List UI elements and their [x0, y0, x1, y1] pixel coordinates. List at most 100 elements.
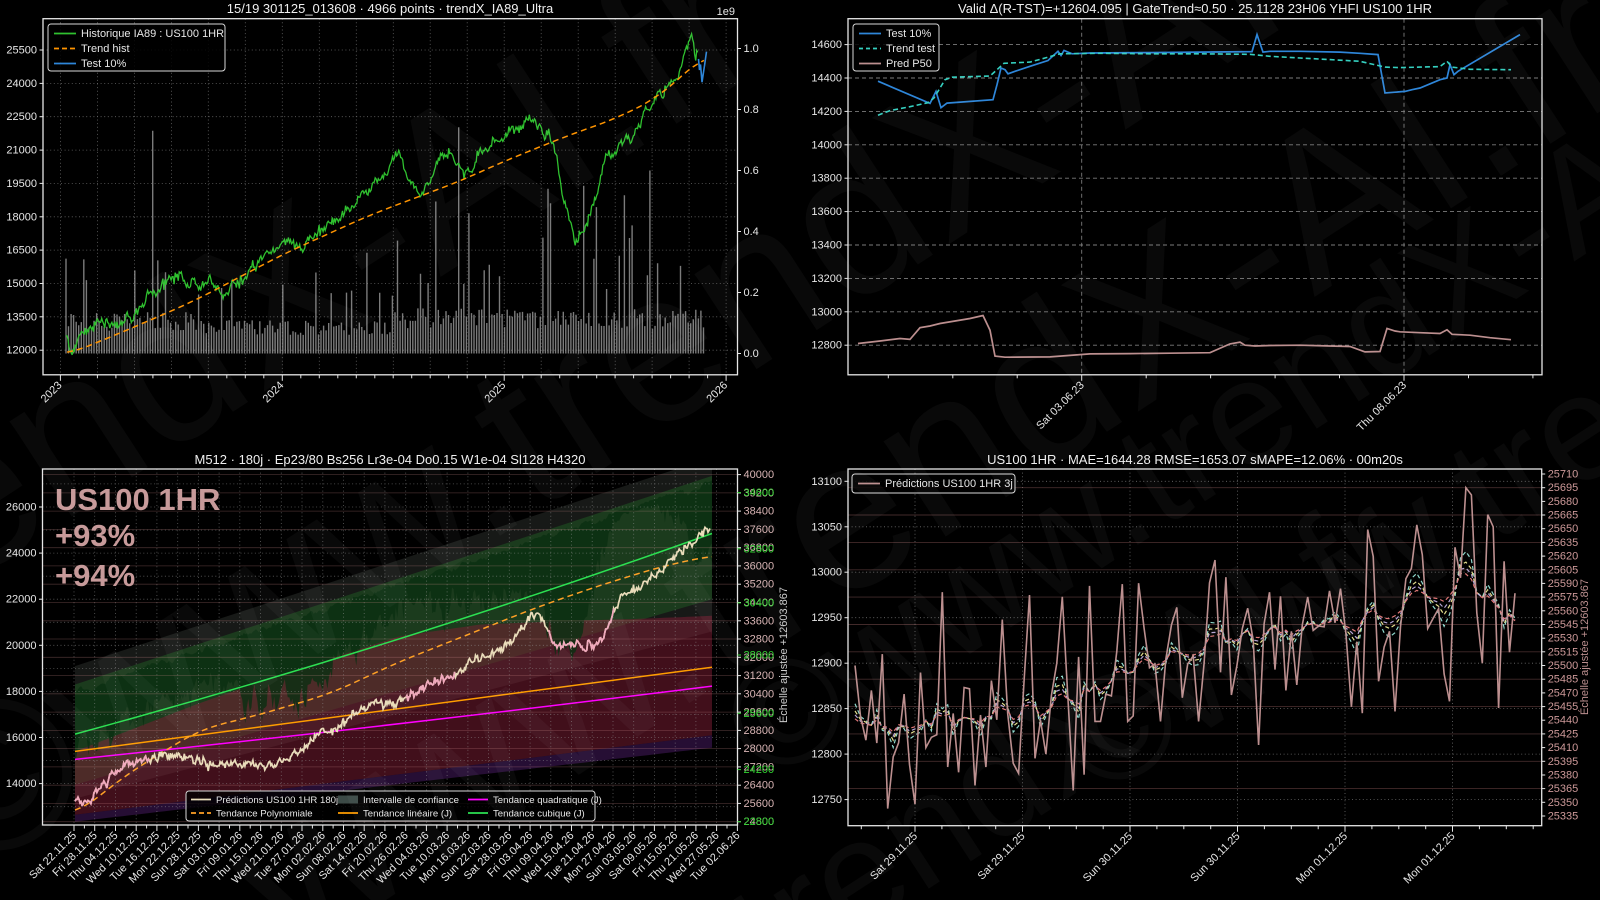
svg-text:32000: 32000: [744, 652, 775, 664]
svg-text:25530: 25530: [1548, 633, 1579, 645]
svg-text:27200: 27200: [744, 761, 775, 773]
svg-text:Tendance cubique (J): Tendance cubique (J): [493, 809, 585, 820]
svg-text:Valid Δ(R-TST)=+12604.095 | Ga: Valid Δ(R-TST)=+12604.095 | GateTrend≈0.…: [958, 1, 1432, 16]
svg-text:30400: 30400: [744, 597, 775, 609]
svg-text:26000: 26000: [6, 502, 37, 514]
svg-text:Tendance linéaire (J): Tendance linéaire (J): [363, 809, 452, 820]
svg-text:13200: 13200: [811, 273, 842, 285]
svg-text:25545: 25545: [1548, 619, 1579, 631]
svg-text:25560: 25560: [1548, 605, 1579, 617]
svg-text:Historique IA89 : US100 1HR: Historique IA89 : US100 1HR: [81, 28, 224, 40]
svg-text:Test 10%: Test 10%: [81, 58, 126, 70]
svg-text:0.4: 0.4: [744, 226, 759, 238]
svg-text:34400: 34400: [744, 597, 775, 609]
svg-text:12800: 12800: [811, 340, 842, 352]
svg-text:22500: 22500: [6, 111, 37, 123]
svg-text:25410: 25410: [1548, 742, 1579, 754]
svg-text:Prédictions US100 1HR 3j: Prédictions US100 1HR 3j: [885, 478, 1013, 490]
svg-text:Trend hist: Trend hist: [81, 43, 130, 55]
svg-text:25425: 25425: [1548, 728, 1579, 740]
svg-text:16000: 16000: [6, 732, 37, 744]
svg-text:Intervalle de confiance: Intervalle de confiance: [363, 795, 459, 806]
svg-text:25335: 25335: [1548, 811, 1579, 823]
svg-text:32800: 32800: [744, 543, 775, 555]
svg-text:14600: 14600: [811, 39, 842, 51]
svg-text:25365: 25365: [1548, 783, 1579, 795]
svg-text:25680: 25680: [1548, 496, 1579, 508]
svg-text:37600: 37600: [744, 524, 775, 536]
svg-text:25575: 25575: [1548, 592, 1579, 604]
svg-text:35200: 35200: [744, 579, 775, 591]
svg-text:25500: 25500: [1548, 660, 1579, 672]
svg-text:14000: 14000: [811, 139, 842, 151]
svg-text:25635: 25635: [1548, 537, 1579, 549]
svg-text:25380: 25380: [1548, 770, 1579, 782]
svg-text:13400: 13400: [811, 240, 842, 252]
svg-text:Trend test: Trend test: [886, 43, 935, 55]
svg-text:30400: 30400: [744, 688, 775, 700]
svg-text:12900: 12900: [811, 658, 842, 670]
svg-text:25695: 25695: [1548, 482, 1579, 494]
svg-text:36000: 36000: [744, 560, 775, 572]
svg-text:26400: 26400: [744, 780, 775, 792]
svg-text:13100: 13100: [811, 476, 842, 488]
svg-text:14000: 14000: [6, 778, 37, 790]
svg-text:Prédictions US100 1HR 180j: Prédictions US100 1HR 180j: [216, 795, 338, 806]
svg-text:13050: 13050: [811, 521, 842, 533]
svg-text:21000: 21000: [6, 145, 37, 157]
svg-text:1.0: 1.0: [744, 43, 759, 55]
svg-text:12850: 12850: [811, 703, 842, 715]
svg-text:25470: 25470: [1548, 687, 1579, 699]
svg-text:24000: 24000: [6, 548, 37, 560]
svg-text:25650: 25650: [1548, 523, 1579, 535]
svg-text:13600: 13600: [811, 206, 842, 218]
svg-text:28000: 28000: [744, 650, 775, 662]
svg-text:25600: 25600: [744, 798, 775, 810]
svg-text:25515: 25515: [1548, 646, 1579, 658]
svg-text:+94%: +94%: [55, 558, 135, 593]
svg-text:38400: 38400: [744, 506, 775, 518]
svg-text:0.8: 0.8: [744, 104, 759, 116]
svg-text:25500: 25500: [6, 45, 37, 57]
svg-text:13500: 13500: [6, 311, 37, 323]
svg-text:18000: 18000: [6, 686, 37, 698]
svg-text:Test 10%: Test 10%: [886, 28, 931, 40]
svg-text:Échelle ajustée +12603.867: Échelle ajustée +12603.867: [1578, 579, 1591, 715]
svg-text:22000: 22000: [6, 594, 37, 606]
svg-text:12000: 12000: [6, 345, 37, 357]
svg-text:25600: 25600: [744, 708, 775, 720]
svg-text:25485: 25485: [1548, 674, 1579, 686]
svg-text:39200: 39200: [744, 487, 775, 499]
svg-text:12800: 12800: [811, 749, 842, 761]
svg-text:US100 1HR: US100 1HR: [55, 482, 220, 517]
svg-text:0.6: 0.6: [744, 165, 759, 177]
svg-text:1e9: 1e9: [717, 6, 735, 18]
svg-text:24800: 24800: [744, 816, 775, 828]
svg-text:+93%: +93%: [55, 518, 135, 553]
svg-text:25440: 25440: [1548, 715, 1579, 727]
svg-text:14400: 14400: [811, 73, 842, 85]
svg-text:20000: 20000: [6, 640, 37, 652]
svg-text:34600: 34600: [744, 487, 775, 499]
svg-text:25710: 25710: [1548, 469, 1579, 481]
svg-text:13000: 13000: [811, 567, 842, 579]
svg-text:13000: 13000: [811, 306, 842, 318]
svg-text:12950: 12950: [811, 612, 842, 624]
svg-text:Tendance Polynomiale: Tendance Polynomiale: [216, 809, 313, 820]
svg-text:13800: 13800: [811, 173, 842, 185]
svg-text:25620: 25620: [1548, 551, 1579, 563]
svg-text:0.0: 0.0: [744, 348, 759, 360]
svg-text:36800: 36800: [744, 542, 775, 554]
svg-text:28000: 28000: [744, 743, 775, 755]
svg-text:32800: 32800: [744, 634, 775, 646]
svg-text:24200: 24200: [744, 764, 775, 776]
svg-text:Échelle ajustée +12603.867: Échelle ajustée +12603.867: [777, 587, 790, 723]
svg-text:25455: 25455: [1548, 701, 1579, 713]
svg-text:25605: 25605: [1548, 564, 1579, 576]
svg-text:22800: 22800: [744, 816, 775, 828]
svg-text:16500: 16500: [6, 245, 37, 257]
svg-text:Tendance quadratique (J): Tendance quadratique (J): [493, 795, 602, 806]
svg-text:25350: 25350: [1548, 797, 1579, 809]
svg-text:US100 1HR · MAE=1644.28 RMSE=1: US100 1HR · MAE=1644.28 RMSE=1653.07 sMA…: [987, 452, 1403, 467]
svg-text:24000: 24000: [6, 78, 37, 90]
